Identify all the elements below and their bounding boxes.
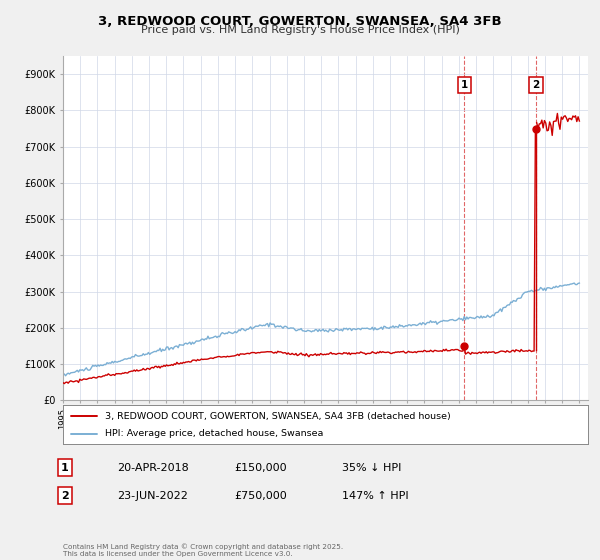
Text: 35% ↓ HPI: 35% ↓ HPI xyxy=(342,463,401,473)
Text: £750,000: £750,000 xyxy=(234,491,287,501)
Text: £150,000: £150,000 xyxy=(234,463,287,473)
Text: 2: 2 xyxy=(532,80,539,90)
Text: 1: 1 xyxy=(61,463,68,473)
Text: 1: 1 xyxy=(460,80,467,90)
Text: 23-JUN-2022: 23-JUN-2022 xyxy=(117,491,188,501)
Text: HPI: Average price, detached house, Swansea: HPI: Average price, detached house, Swan… xyxy=(105,430,323,438)
Text: 20-APR-2018: 20-APR-2018 xyxy=(117,463,189,473)
Text: 2: 2 xyxy=(61,491,68,501)
Text: 3, REDWOOD COURT, GOWERTON, SWANSEA, SA4 3FB: 3, REDWOOD COURT, GOWERTON, SWANSEA, SA4… xyxy=(98,15,502,27)
Text: Price paid vs. HM Land Registry's House Price Index (HPI): Price paid vs. HM Land Registry's House … xyxy=(140,25,460,35)
Text: 3, REDWOOD COURT, GOWERTON, SWANSEA, SA4 3FB (detached house): 3, REDWOOD COURT, GOWERTON, SWANSEA, SA4… xyxy=(105,412,451,421)
Text: Contains HM Land Registry data © Crown copyright and database right 2025.
This d: Contains HM Land Registry data © Crown c… xyxy=(63,544,343,557)
Text: 147% ↑ HPI: 147% ↑ HPI xyxy=(342,491,409,501)
